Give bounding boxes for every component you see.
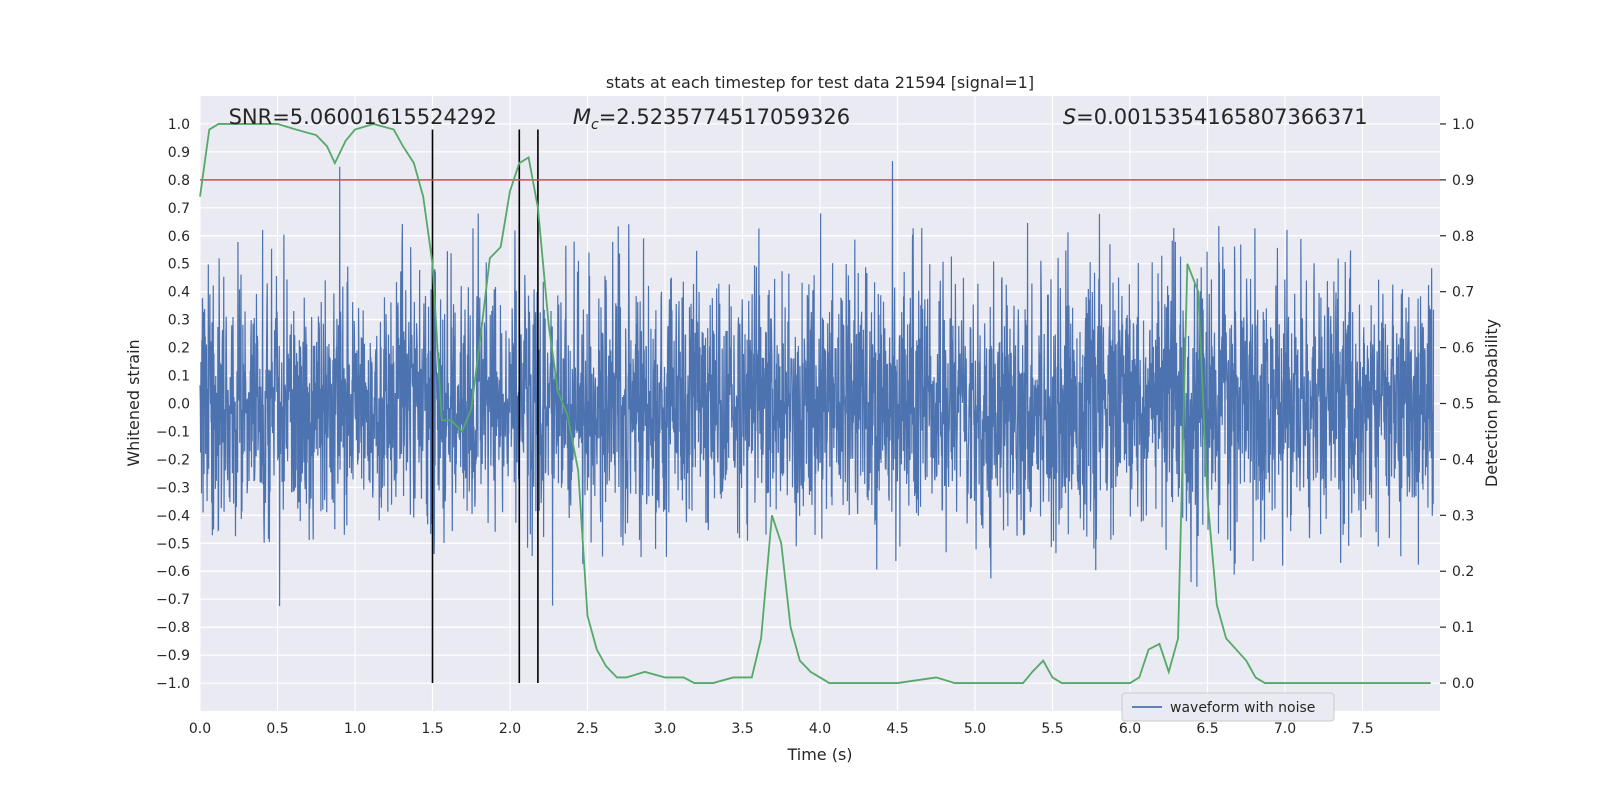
y2-tick-label: 0.7 bbox=[1452, 285, 1474, 301]
y-tick-label: −1.0 bbox=[156, 676, 190, 692]
y-tick-label: −0.3 bbox=[156, 480, 190, 496]
noise-series bbox=[199, 161, 1435, 607]
y2-tick-label: 1.0 bbox=[1452, 117, 1474, 133]
y2-axis-label: Detection probability bbox=[1482, 319, 1501, 487]
x-tick-label: 4.5 bbox=[886, 721, 908, 737]
annotation: Mc=2.5235774517059326 bbox=[573, 105, 850, 133]
x-tick-label: 4.0 bbox=[809, 721, 831, 737]
y-tick-label: −0.1 bbox=[156, 424, 190, 440]
vertical-markers bbox=[431, 129, 539, 684]
y2-tick-label: 0.3 bbox=[1452, 508, 1474, 524]
y-tick-label: 0.7 bbox=[168, 201, 190, 217]
y2-tick-label: 0.5 bbox=[1452, 397, 1474, 413]
y2-tick-label: 0.2 bbox=[1452, 564, 1474, 580]
x-tick-label: 1.5 bbox=[421, 721, 443, 737]
y-tick-label: 0.9 bbox=[168, 145, 190, 161]
x-tick-label: 6.0 bbox=[1119, 721, 1141, 737]
legend: waveform with noise bbox=[1121, 692, 1335, 722]
x-axis-label: Time (s) bbox=[786, 745, 852, 764]
y-tick-label: −0.5 bbox=[156, 536, 190, 552]
x-tick-label: 6.5 bbox=[1196, 721, 1218, 737]
x-tick-label: 0.5 bbox=[266, 721, 288, 737]
y-tick-label: −0.4 bbox=[156, 508, 190, 524]
x-tick-label: 5.5 bbox=[1041, 721, 1063, 737]
y-tick-label: −0.2 bbox=[156, 452, 190, 468]
y-tick-label: −0.6 bbox=[156, 564, 190, 580]
x-tick-label: 0.0 bbox=[189, 721, 211, 737]
y-tick-label: −0.8 bbox=[156, 620, 190, 636]
y2-tick-label: 0.8 bbox=[1452, 229, 1474, 245]
x-tick-label: 5.0 bbox=[964, 721, 986, 737]
x-tick-label: 3.0 bbox=[654, 721, 676, 737]
y-tick-label: 0.1 bbox=[168, 369, 190, 385]
y2-tick-label: 0.9 bbox=[1452, 173, 1474, 189]
annotation: SNR=5.06001615524292 bbox=[229, 105, 497, 129]
y2-tick-label: 0.4 bbox=[1452, 452, 1474, 468]
annotations: SNR=5.06001615524292 Mc=2.523577451705932… bbox=[229, 105, 1368, 133]
x-ticks: 0.0 0.5 1.0 1.5 2.0 2.5 3.0 3.5 4.0 4.5 5.0 5.5 6.0 6… bbox=[189, 721, 1374, 737]
y-tick-label: −0.9 bbox=[156, 648, 190, 664]
y-tick-label: 0.2 bbox=[168, 341, 190, 357]
x-tick-label: 7.5 bbox=[1351, 721, 1373, 737]
x-tick-label: 2.5 bbox=[576, 721, 598, 737]
probability-line bbox=[199, 123, 1431, 684]
noise-line bbox=[199, 161, 1435, 607]
y-tick-label: 0.3 bbox=[168, 313, 190, 329]
y-axis-label: Whitened strain bbox=[124, 339, 143, 466]
legend-box bbox=[1121, 692, 1335, 722]
y-tick-label: −0.7 bbox=[156, 592, 190, 608]
y-tick-label: 0.0 bbox=[168, 397, 190, 413]
probability-series bbox=[199, 123, 1431, 684]
y2-tick-label: 0.6 bbox=[1452, 341, 1474, 357]
x-tick-label: 2.0 bbox=[499, 721, 521, 737]
y2-ticks: 1.0 0.9 0.8 0.7 0.6 0.5 0.4 0.3 0.2 0.1 0.0 bbox=[1440, 117, 1474, 692]
y-tick-label: 0.5 bbox=[168, 257, 190, 273]
x-tick-label: 3.5 bbox=[731, 721, 753, 737]
x-tick-label: 7.0 bbox=[1274, 721, 1296, 737]
y2-tick-label: 0.1 bbox=[1452, 620, 1474, 636]
y-ticks: 1.0 0.9 0.8 0.7 0.6 0.5 0.4 0.3 0.2 0.1 0.0 −0.1 −0.… bbox=[156, 117, 190, 692]
legend-entry: waveform with noise bbox=[1170, 700, 1315, 716]
y-tick-label: 1.0 bbox=[168, 117, 190, 133]
y-tick-label: 0.4 bbox=[168, 285, 190, 301]
y-tick-label: 0.6 bbox=[168, 229, 190, 245]
y2-tick-label: 0.0 bbox=[1452, 676, 1474, 692]
y-tick-label: 0.8 bbox=[168, 173, 190, 189]
chart-title: stats at each timestep for test data 215… bbox=[606, 73, 1034, 92]
annotation: S=0.0015354165807366371 bbox=[1063, 105, 1368, 129]
x-tick-label: 1.0 bbox=[344, 721, 366, 737]
